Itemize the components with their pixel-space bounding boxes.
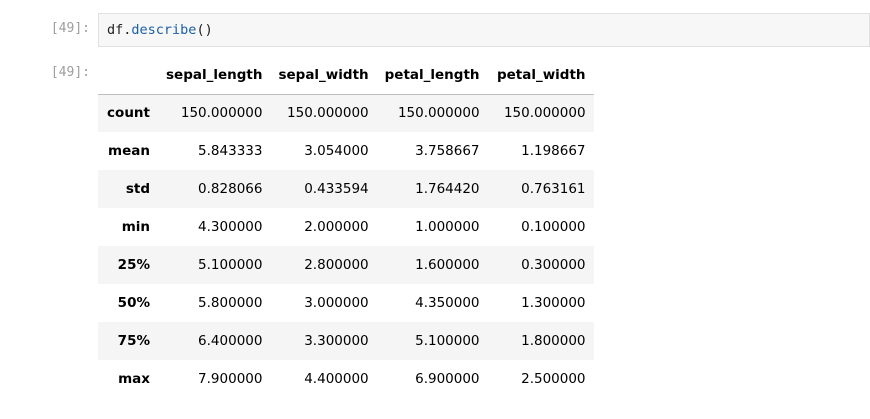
- row-label: 75%: [117, 333, 150, 349]
- table-cell: 1.300000: [521, 295, 586, 311]
- describe-table: sepal_length sepal_width petal_length pe…: [98, 56, 594, 398]
- table-cell: 1.600000: [415, 257, 480, 273]
- column-header: sepal_width: [270, 56, 377, 95]
- table-cell: 1.764420: [415, 181, 480, 197]
- row-label: count: [107, 105, 150, 122]
- table-cell: 6.400000: [198, 333, 263, 349]
- table-row: 75% 6.400000 3.300000 5.100000 1.800000: [98, 322, 594, 360]
- table-cell: 3.000000: [304, 295, 369, 311]
- table-cell: 2.500000: [521, 371, 586, 387]
- table-cell: 3.054000: [304, 143, 369, 159]
- table-cell: 150.000000: [503, 105, 586, 122]
- table-cell: 0.100000: [521, 219, 586, 235]
- code-cell-editor[interactable]: df.describe(): [98, 13, 870, 47]
- table-row: 25% 5.100000 2.800000 1.600000 0.300000: [98, 246, 594, 284]
- table-cell: 5.100000: [198, 257, 263, 273]
- table-row: 50% 5.800000 3.000000 4.350000 1.300000: [98, 284, 594, 322]
- code-dot: .: [123, 22, 132, 38]
- code-method: describe: [131, 22, 197, 38]
- output-area: sepal_length sepal_width petal_length pe…: [98, 56, 594, 398]
- table-cell: 6.900000: [415, 371, 480, 387]
- table-cell: 3.300000: [304, 333, 369, 349]
- code-line[interactable]: df.describe(): [107, 22, 213, 38]
- table-cell: 1.198667: [521, 143, 586, 159]
- table-cell: 5.800000: [198, 295, 263, 311]
- column-header: petal_width: [487, 56, 594, 95]
- table-row: mean 5.843333 3.054000 3.758667 1.198667: [98, 132, 594, 170]
- table-cell: 5.843333: [198, 143, 263, 159]
- table-cell: 0.828066: [198, 181, 263, 197]
- table-header-row: sepal_length sepal_width petal_length pe…: [98, 56, 594, 95]
- column-header: petal_length: [376, 56, 488, 95]
- table-cell: 4.350000: [415, 295, 480, 311]
- output-prompt: [49]:: [50, 65, 90, 80]
- table-row: std 0.828066 0.433594 1.764420 0.763161: [98, 170, 594, 208]
- table-cell: 3.758667: [415, 143, 480, 159]
- table-cell: 150.000000: [287, 105, 369, 122]
- input-prompt: [49]:: [50, 21, 90, 36]
- table-cell: 0.300000: [521, 257, 586, 273]
- table-row: max 7.900000 4.400000 6.900000 2.500000: [98, 360, 594, 398]
- table-cell: 1.000000: [415, 219, 480, 235]
- table-cell: 150.000000: [180, 105, 263, 122]
- table-cell: 1.800000: [521, 333, 586, 349]
- row-label: 25%: [117, 257, 150, 273]
- table-cell: 7.900000: [198, 371, 263, 387]
- index-header: [98, 56, 158, 95]
- table-cell: 2.000000: [304, 219, 369, 235]
- table-row: count 150.000000 150.000000 150.000000 1…: [98, 94, 594, 132]
- table-row: min 4.300000 2.000000 1.000000 0.100000: [98, 208, 594, 246]
- column-header: sepal_length: [158, 56, 271, 95]
- table-cell: 0.433594: [304, 181, 369, 197]
- row-label: mean: [108, 143, 150, 159]
- row-label: std: [125, 181, 150, 197]
- table-cell: 150.000000: [397, 105, 480, 122]
- row-label: min: [121, 219, 150, 235]
- table-cell: 4.400000: [304, 371, 369, 387]
- table-cell: 5.100000: [415, 333, 480, 349]
- table-cell: 2.800000: [304, 257, 369, 273]
- table-cell: 0.763161: [521, 181, 586, 197]
- code-object: df: [107, 22, 124, 38]
- table-cell: 4.300000: [198, 219, 263, 235]
- row-label: max: [118, 371, 150, 387]
- code-args: (): [196, 22, 213, 38]
- row-label: 50%: [117, 295, 150, 311]
